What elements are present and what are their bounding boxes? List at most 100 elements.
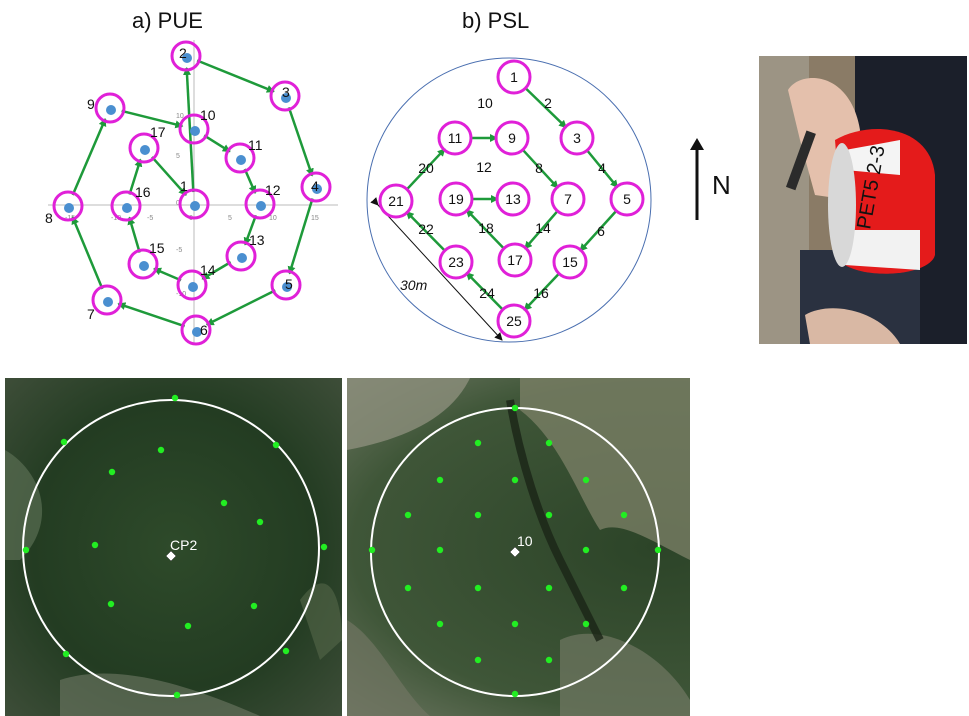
pue-path-arrow: [205, 289, 276, 326]
pue-point-label: 7: [87, 306, 95, 322]
pue-point-dot: [312, 184, 322, 194]
sat-left-label: CP2: [170, 537, 197, 553]
pue-path-arrow: [183, 66, 195, 193]
pue-point-label: 3: [282, 84, 290, 100]
pue-path-arrow: [243, 214, 258, 246]
sat-left-center-marker: [165, 550, 177, 562]
psl-point-13: 13: [495, 181, 531, 217]
psl-path-label: 14: [535, 220, 551, 236]
psl-point-ring: [559, 120, 595, 156]
psl-point-label: 23: [448, 254, 464, 270]
pue-point-label: 6: [200, 322, 208, 338]
sat-left-sample-point: [62, 650, 70, 658]
sat-right-sample-point: [474, 511, 482, 519]
pue-point-1: 1: [178, 178, 210, 220]
pue-point-3: 3: [269, 80, 301, 112]
psl-path-arrow: [524, 87, 568, 129]
sat-left-sample-point: [22, 546, 30, 554]
north-arrow: [690, 138, 704, 220]
pue-point-2: 2: [170, 40, 202, 72]
pue-point-dot: [103, 297, 113, 307]
pue-point-12: 12: [244, 182, 281, 220]
pue-point-ring: [170, 40, 202, 72]
pue-path-arrow: [127, 216, 141, 253]
psl-point-ring: [550, 181, 586, 217]
sat-right-sample-point: [582, 476, 590, 484]
pue-point-dot: [281, 93, 291, 103]
psl-point-ring: [494, 120, 530, 156]
psl-point-9: 9: [494, 120, 530, 156]
pue-point-label: 5: [285, 276, 293, 292]
pue-point-ring: [176, 269, 208, 301]
pue-point-dot: [182, 53, 192, 63]
pue-point-dot: [139, 261, 149, 271]
pue-title: a) PUE: [132, 8, 203, 33]
sat-left-sample-point: [282, 647, 290, 655]
psl-path-arrow: [523, 272, 560, 311]
psl-point-11: 11: [437, 120, 473, 156]
psl-path-arrow: [586, 149, 619, 189]
pue-point-ring: [178, 188, 210, 220]
pue-point-ring: [178, 113, 210, 145]
pue-point-10: 10: [178, 107, 216, 145]
psl-path-label: 10: [477, 95, 493, 111]
psl-point-ring: [495, 181, 531, 217]
psl-point-23: 23: [438, 244, 474, 280]
psl-point-label: 9: [508, 130, 516, 146]
sat-right-sample-point: [620, 584, 628, 592]
psl-path-label: 22: [418, 221, 434, 237]
pue-point-dot: [256, 201, 266, 211]
pue-point-dot: [236, 155, 246, 165]
psl-point-ring: [378, 183, 414, 219]
pue-path-arrow: [71, 118, 107, 196]
pue-point-13: 13: [225, 232, 265, 272]
pue-point-dot: [282, 282, 292, 292]
sat-right-sample-point: [545, 439, 553, 447]
psl-path-label: 18: [478, 220, 494, 236]
sat-right-sample-point: [545, 511, 553, 519]
pue-point-label: 1: [180, 178, 188, 194]
psl-point-label: 1: [510, 69, 518, 85]
pue-x-tick: -5: [147, 215, 153, 222]
psl-path-label: 6: [597, 223, 605, 239]
pue-point-17: 17: [128, 124, 166, 164]
pue-point-dot: [122, 203, 132, 213]
psl-path-label: 16: [533, 285, 549, 301]
pue-path-arrow: [121, 109, 184, 129]
psl-path-arrow: [465, 208, 505, 250]
sat-right-sample-point: [545, 656, 553, 664]
psl-point-ring: [552, 244, 588, 280]
psl-point-label: 19: [448, 191, 464, 207]
field-photo: PET5 2-3: [759, 56, 967, 344]
psl-point-15: 15: [552, 244, 588, 280]
pue-point-label: 13: [249, 232, 265, 248]
psl-point-label: 15: [562, 254, 578, 270]
pue-point-11: 11: [224, 137, 263, 174]
sat-left-sample-point: [272, 441, 280, 449]
psl-point-label: 5: [623, 191, 631, 207]
sat-right-sample-point: [582, 546, 590, 554]
pue-point-dot: [106, 105, 116, 115]
psl-path-label: 2: [544, 95, 552, 111]
sat-right-sample-point: [511, 404, 519, 412]
pue-path-arrow: [153, 267, 182, 282]
pue-path-arrow: [128, 158, 143, 195]
psl-path-label: 20: [418, 160, 434, 176]
pue-path-arrow: [71, 216, 104, 290]
psl-point-label: 13: [505, 191, 521, 207]
psl-path-arrow: [465, 271, 504, 311]
pue-point-label: 10: [200, 107, 216, 123]
pue-point-dot: [188, 282, 198, 292]
pue-point-dot: [192, 327, 202, 337]
sat-left-sample-point: [107, 600, 115, 608]
sat-right-sample-point: [582, 620, 590, 628]
pue-path-arrow: [196, 59, 275, 93]
psl-path-label: 8: [535, 160, 543, 176]
psl-point-ring: [496, 303, 532, 339]
pue-point-ring: [225, 240, 257, 272]
sat-left-sample-point: [220, 499, 228, 507]
pue-x-tick: -10: [111, 215, 121, 222]
sat-left-sample-point: [157, 446, 165, 454]
